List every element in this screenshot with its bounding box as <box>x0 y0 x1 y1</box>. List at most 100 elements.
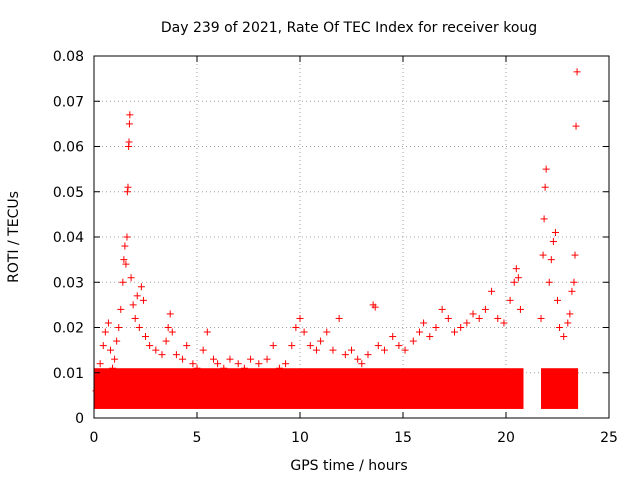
x-tick-label: 5 <box>193 430 202 446</box>
data-point <box>572 122 580 130</box>
data-point <box>164 324 172 331</box>
data-point <box>481 305 489 313</box>
data-point <box>172 351 180 359</box>
data-point <box>168 328 176 336</box>
x-tick-label: 15 <box>394 430 412 446</box>
data-point <box>312 346 320 354</box>
data-point <box>125 120 133 128</box>
data-point <box>551 228 559 236</box>
data-point <box>120 256 128 264</box>
tick-labels: 0 5 10 15 20 25 0 0.01 0.02 0.03 0.04 0.05 0.06 0.07 0… <box>53 49 618 446</box>
data-point <box>395 342 403 350</box>
data-point <box>292 324 300 331</box>
data-point <box>214 360 222 368</box>
data-point <box>135 324 143 331</box>
data-point <box>568 287 576 295</box>
data-point <box>469 310 477 318</box>
y-tick-label: 0.01 <box>53 366 84 382</box>
data-point <box>109 364 117 372</box>
dense-band-segment <box>541 368 579 409</box>
data-point <box>364 351 372 359</box>
data-point <box>193 364 201 372</box>
y-axis-label: ROTI / TECUs <box>6 191 22 283</box>
data-point <box>556 324 564 331</box>
data-point <box>125 138 133 146</box>
data-point <box>226 355 234 363</box>
data-point <box>126 111 134 119</box>
data-point <box>564 319 572 327</box>
data-point <box>354 355 362 363</box>
data-point <box>358 360 366 368</box>
x-tick-label: 20 <box>497 430 515 446</box>
data-point <box>510 278 518 286</box>
data-point <box>457 324 465 331</box>
data-point <box>106 346 114 354</box>
data-point <box>234 360 242 368</box>
data-point <box>166 310 174 318</box>
data-point <box>123 188 131 196</box>
data-point <box>329 346 337 354</box>
data-point <box>282 360 290 368</box>
data-point <box>131 314 139 322</box>
chart-title: Day 239 of 2021, Rate Of TEC Index for r… <box>161 20 537 36</box>
data-point <box>547 256 555 264</box>
data-point <box>500 319 508 327</box>
data-point <box>540 215 548 223</box>
data-point <box>506 296 514 304</box>
data-point <box>488 287 496 295</box>
data-point <box>463 319 471 327</box>
data-point <box>296 314 304 322</box>
data-point <box>104 319 112 327</box>
data-point <box>537 314 545 322</box>
data-point <box>220 364 228 372</box>
x-tick-label: 10 <box>291 430 309 446</box>
data-point <box>240 364 248 372</box>
data-point <box>146 342 154 350</box>
data-point <box>162 337 170 345</box>
data-point <box>122 260 130 268</box>
data-point <box>189 360 197 368</box>
data-point <box>389 333 397 341</box>
plot-frame <box>93 55 610 419</box>
data-point <box>255 360 263 368</box>
data-point <box>209 355 217 363</box>
data-point <box>514 274 522 282</box>
data-point <box>438 305 446 313</box>
data-point <box>199 346 207 354</box>
data-point <box>380 346 388 354</box>
data-point <box>560 333 568 341</box>
data-point <box>541 183 549 191</box>
data-point <box>133 292 141 300</box>
x-tick-label: 25 <box>600 430 618 446</box>
data-point <box>183 342 191 350</box>
data-point <box>288 342 296 350</box>
data-point <box>111 355 119 363</box>
data-point <box>516 305 524 313</box>
y-tick-label: 0.06 <box>53 140 84 156</box>
data-point <box>571 251 579 259</box>
dense-band-segment <box>94 368 524 409</box>
data-point <box>570 278 578 286</box>
data-point <box>99 342 107 350</box>
y-tick-label: 0.08 <box>53 49 84 65</box>
data-point <box>94 373 102 381</box>
data-point <box>121 242 129 250</box>
data-point <box>142 333 149 341</box>
data-point <box>152 346 160 354</box>
x-axis-label: GPS time / hours <box>290 458 407 474</box>
y-tick-label: 0.02 <box>53 321 84 337</box>
data-point <box>139 296 147 304</box>
data-point <box>409 337 417 345</box>
data-point <box>323 328 331 336</box>
data-point <box>269 342 277 350</box>
data-point <box>117 305 125 313</box>
x-tick-label: 0 <box>90 430 99 446</box>
data-point <box>401 346 409 354</box>
data-point <box>119 278 127 286</box>
data-point <box>512 265 520 273</box>
data-point <box>203 328 211 336</box>
data-point <box>451 328 458 336</box>
y-tick-label: 0.03 <box>53 275 84 291</box>
data-point <box>127 274 135 282</box>
